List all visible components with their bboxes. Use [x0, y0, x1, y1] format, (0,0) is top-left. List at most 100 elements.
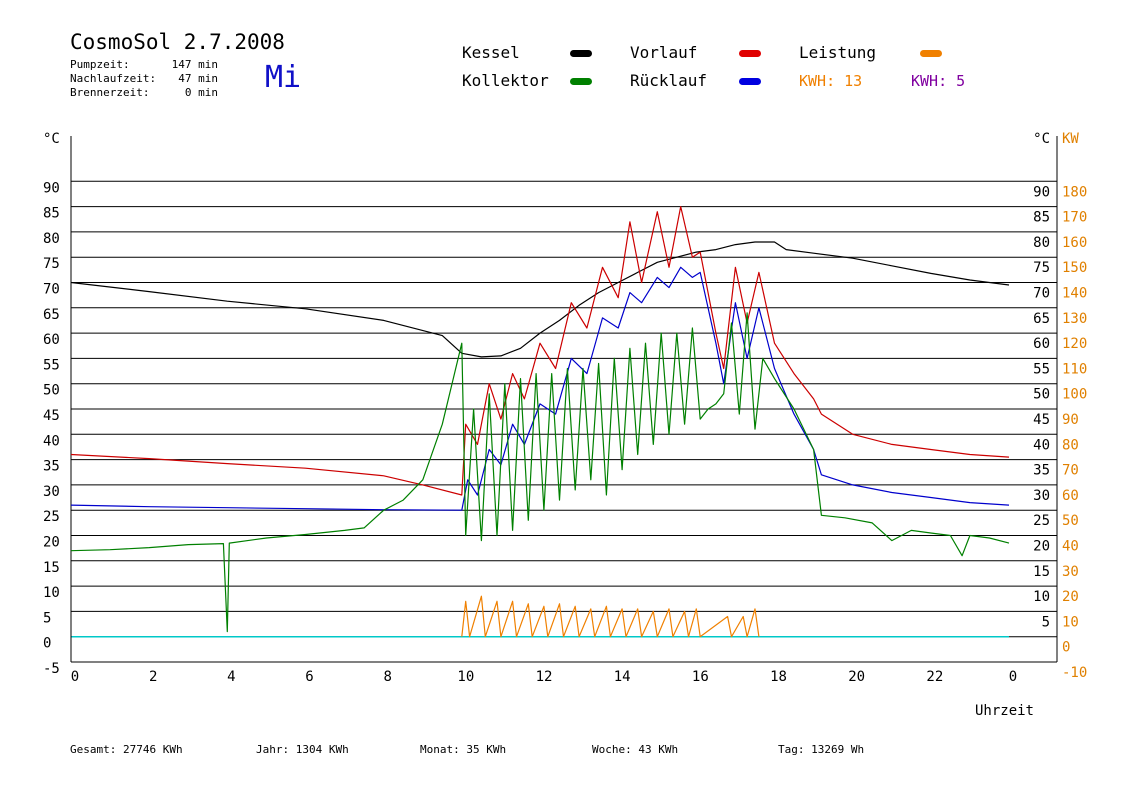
y-tick-label-right-temp: 90 [1033, 184, 1050, 200]
footer-gesamt: Gesamt: 27746 KWh [70, 743, 183, 756]
y-tick-label-right-power: 130 [1062, 311, 1087, 327]
stat-nachlaufzeit: Nachlaufzeit: 47 min [70, 72, 218, 85]
y-tick-label-right-temp: 5 [1042, 614, 1050, 630]
legend-kollektor-marker [570, 78, 592, 85]
y-tick-label-left: 65 [43, 307, 60, 323]
x-tick-label: 20 [848, 669, 865, 685]
stat-brennerzeit: Brennerzeit: 0 min [70, 86, 218, 99]
y-tick-label-right-power: 180 [1062, 184, 1087, 200]
y-tick-label-right-temp: 30 [1033, 488, 1050, 504]
y-tick-label-right-temp: 25 [1033, 513, 1050, 529]
footer-woche: Woche: 43 KWh [592, 743, 678, 756]
y-tick-label-right-power: 70 [1062, 463, 1079, 479]
y-tick-label-left: 40 [43, 433, 60, 449]
y-tick-label-right-power: 120 [1062, 336, 1087, 352]
legend-leistung-marker [920, 50, 942, 57]
kwh-label: KWH: [911, 72, 948, 90]
y-tick-label-right-power: 80 [1062, 437, 1079, 453]
y-tick-label-right-power: 100 [1062, 387, 1087, 403]
footer-jahr: Jahr: 1304 KWh [256, 743, 349, 756]
y-tick-label-right-temp: 10 [1033, 589, 1050, 605]
footer-label: Woche: [592, 743, 632, 756]
kwh-label: KWH: [799, 72, 836, 90]
stat-label: Pumpzeit: [70, 58, 130, 71]
legend-ruecklauf-label: Rücklauf [630, 71, 708, 90]
y-tick-label-right-temp: 15 [1033, 564, 1050, 580]
stat-value: 0 min [184, 86, 218, 99]
x-tick-label: 2 [149, 669, 157, 685]
series-line-kollektor [70, 312, 1010, 633]
kwh-total-1: KWH: 13 [799, 72, 862, 90]
y-tick-label-left: 85 [43, 206, 60, 222]
legend-vorlauf-label: Vorlauf [630, 43, 698, 62]
y-tick-label-right-power: 10 [1062, 614, 1079, 630]
y-tick-label-right-temp: 65 [1033, 311, 1050, 327]
series-line-kessel [70, 241, 1010, 358]
stat-value: 147 min [171, 58, 218, 71]
y-tick-label-right-temp: 55 [1033, 361, 1050, 377]
legend-vorlauf-marker [739, 50, 761, 57]
y-tick-label-left: 80 [43, 231, 60, 247]
footer-value: 1304 KWh [295, 743, 349, 756]
y-tick-label-left: 50 [43, 383, 60, 399]
y-tick-label-left: 20 [43, 535, 60, 551]
chart-title: CosmoSol 2.7.2008 [70, 30, 285, 54]
footer-monat: Monat: 35 KWh [420, 743, 506, 756]
y-tick-label-left: 15 [43, 560, 60, 576]
footer-label: Tag: [778, 743, 805, 756]
y-tick-label-right-power: 170 [1062, 210, 1087, 226]
x-tick-label: 4 [227, 669, 235, 685]
footer-label: Jahr: [256, 743, 290, 756]
x-tick-label: 0 [1009, 669, 1017, 685]
stat-pumpzeit: Pumpzeit: 147 min [70, 58, 218, 71]
x-tick-label: 6 [305, 669, 313, 685]
y-tick-label-left: 0 [43, 636, 51, 652]
footer-value: 27746 KWh [122, 743, 183, 756]
y-tick-label-left: 5 [43, 610, 51, 626]
y-tick-label-right-power: 90 [1062, 412, 1079, 428]
kwh-value: 5 [956, 72, 966, 90]
footer-tag: Tag: 13269 Wh [778, 743, 864, 756]
y-tick-label-right-power: -10 [1062, 665, 1087, 681]
y-tick-label-right-power: 30 [1062, 564, 1079, 580]
weekday-label: Mi [265, 60, 302, 95]
x-tick-label: 16 [692, 669, 709, 685]
x-tick-label: 0 [71, 669, 79, 685]
y-tick-label-right-power: 20 [1062, 589, 1079, 605]
y-tick-label-right-temp: 40 [1033, 437, 1050, 453]
legend-leistung-label: Leistung [799, 43, 877, 62]
y-tick-label-right-power: 40 [1062, 539, 1079, 555]
y-tick-label-left: 25 [43, 509, 60, 525]
x-tick-label: 10 [457, 669, 474, 685]
y-tick-label-left: 45 [43, 408, 60, 424]
y-tick-label-left: 70 [43, 282, 60, 298]
y-tick-label-right-power: 50 [1062, 513, 1079, 529]
y-tick-label-right-power: 60 [1062, 488, 1079, 504]
y-tick-label-right-temp: 75 [1033, 260, 1050, 276]
footer-value: 35 KWh [466, 743, 507, 756]
y-tick-label-right-temp: 85 [1033, 210, 1050, 226]
kwh-value: 13 [844, 72, 863, 90]
x-tick-label: 12 [536, 669, 553, 685]
y-axis-unit-right: °C [1033, 131, 1050, 147]
footer-label: Monat: [420, 743, 460, 756]
legend-kessel-label: Kessel [462, 43, 520, 62]
x-tick-label: 14 [614, 669, 631, 685]
y-tick-label-left: 55 [43, 357, 60, 373]
y-tick-label-right-power: 160 [1062, 235, 1087, 251]
x-tick-label: 18 [770, 669, 787, 685]
y-axis-unit-power: KW [1062, 131, 1079, 147]
stat-value: 47 min [178, 72, 218, 85]
footer-value: 43 KWh [638, 743, 679, 756]
y-tick-label-right-temp: 60 [1033, 336, 1050, 352]
y-tick-label-right-temp: 35 [1033, 463, 1050, 479]
kwh-total-2: KWH: 5 [911, 72, 965, 90]
y-tick-label-left: -5 [43, 661, 60, 677]
y-tick-label-left: 75 [43, 256, 60, 272]
series-line-rcklauf [70, 266, 1010, 511]
x-tick-label: 8 [383, 669, 391, 685]
y-tick-label-right-temp: 50 [1033, 387, 1050, 403]
series-line-leistung [461, 595, 760, 638]
x-tick-label: 22 [926, 669, 943, 685]
